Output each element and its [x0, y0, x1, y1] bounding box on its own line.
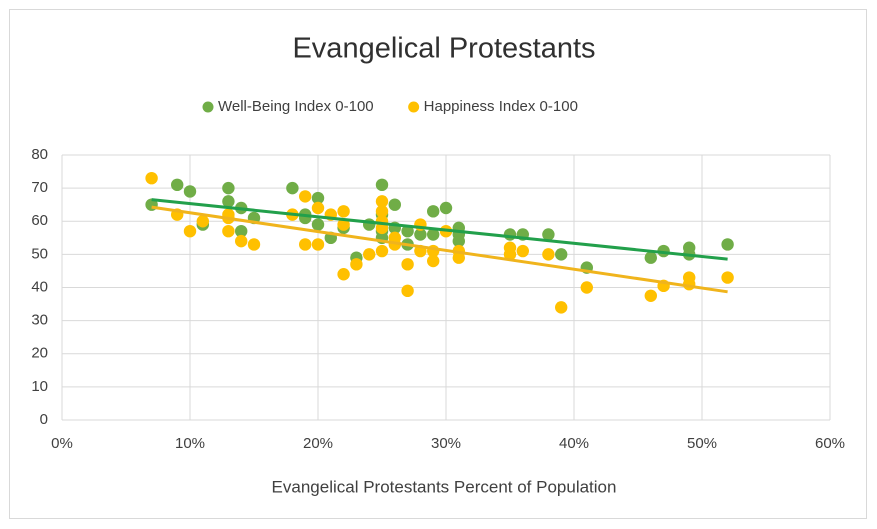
point [183, 224, 197, 238]
point [311, 191, 325, 205]
point [183, 185, 197, 198]
point [414, 228, 427, 241]
y-tick-label: 10 [31, 378, 48, 395]
point [375, 195, 389, 208]
point [401, 258, 414, 271]
point [503, 248, 517, 261]
trendline [151, 198, 728, 261]
point [401, 224, 414, 238]
point [555, 248, 568, 261]
legend-label: Well-Being Index 0-100 [218, 98, 374, 115]
point [222, 181, 235, 195]
x-tick-label: 60% [815, 435, 845, 452]
legend-marker [408, 101, 420, 113]
y-tick-label: 80 [31, 146, 48, 163]
point [542, 248, 555, 261]
y-tick-label: 30 [31, 312, 48, 329]
point [644, 289, 657, 302]
x-tick-label: 20% [303, 435, 333, 452]
trendline [151, 205, 728, 294]
point [427, 254, 440, 268]
legend-marker [202, 101, 214, 113]
point [375, 178, 389, 192]
y-tick-label: 60 [31, 212, 48, 229]
point [235, 224, 248, 238]
x-tick-label: 10% [175, 435, 205, 452]
point [235, 234, 248, 248]
point [401, 284, 414, 298]
x-axis-label: Evangelical Protestants Percent of Popul… [272, 477, 617, 496]
point [439, 201, 453, 215]
point [247, 238, 261, 251]
point [580, 281, 593, 294]
y-tick-label: 20 [31, 345, 48, 362]
point [337, 218, 350, 231]
x-tick-label: 30% [431, 435, 461, 452]
point [542, 228, 555, 241]
point [427, 205, 440, 218]
point [299, 238, 312, 251]
point [516, 244, 529, 258]
point [644, 251, 657, 264]
y-tick-label: 70 [31, 179, 48, 196]
point [375, 205, 389, 218]
x-tick-label: 50% [687, 435, 717, 452]
x-tick-label: 40% [559, 435, 589, 452]
point [363, 248, 376, 261]
point [171, 178, 184, 192]
point [337, 268, 350, 281]
point [721, 238, 734, 251]
point [503, 228, 517, 241]
legend-label: Happiness Index 0-100 [424, 98, 578, 115]
point [145, 171, 158, 185]
point [388, 198, 401, 211]
point [222, 224, 235, 238]
point [337, 205, 350, 218]
point [299, 190, 312, 203]
y-tick-label: 0 [40, 411, 48, 428]
chart-title: Evangelical Protestants [292, 33, 595, 65]
point [222, 195, 235, 208]
point [452, 251, 465, 264]
x-tick-label: 0% [51, 435, 73, 452]
point [311, 238, 325, 251]
point [196, 215, 209, 228]
point [555, 301, 568, 314]
point [721, 271, 734, 284]
point [286, 181, 299, 195]
point [311, 201, 325, 215]
point [427, 228, 440, 241]
y-tick-label: 50 [31, 245, 48, 262]
point [452, 234, 465, 248]
point [350, 258, 363, 271]
point [311, 218, 325, 231]
point [375, 244, 389, 258]
y-tick-label: 40 [31, 278, 48, 295]
